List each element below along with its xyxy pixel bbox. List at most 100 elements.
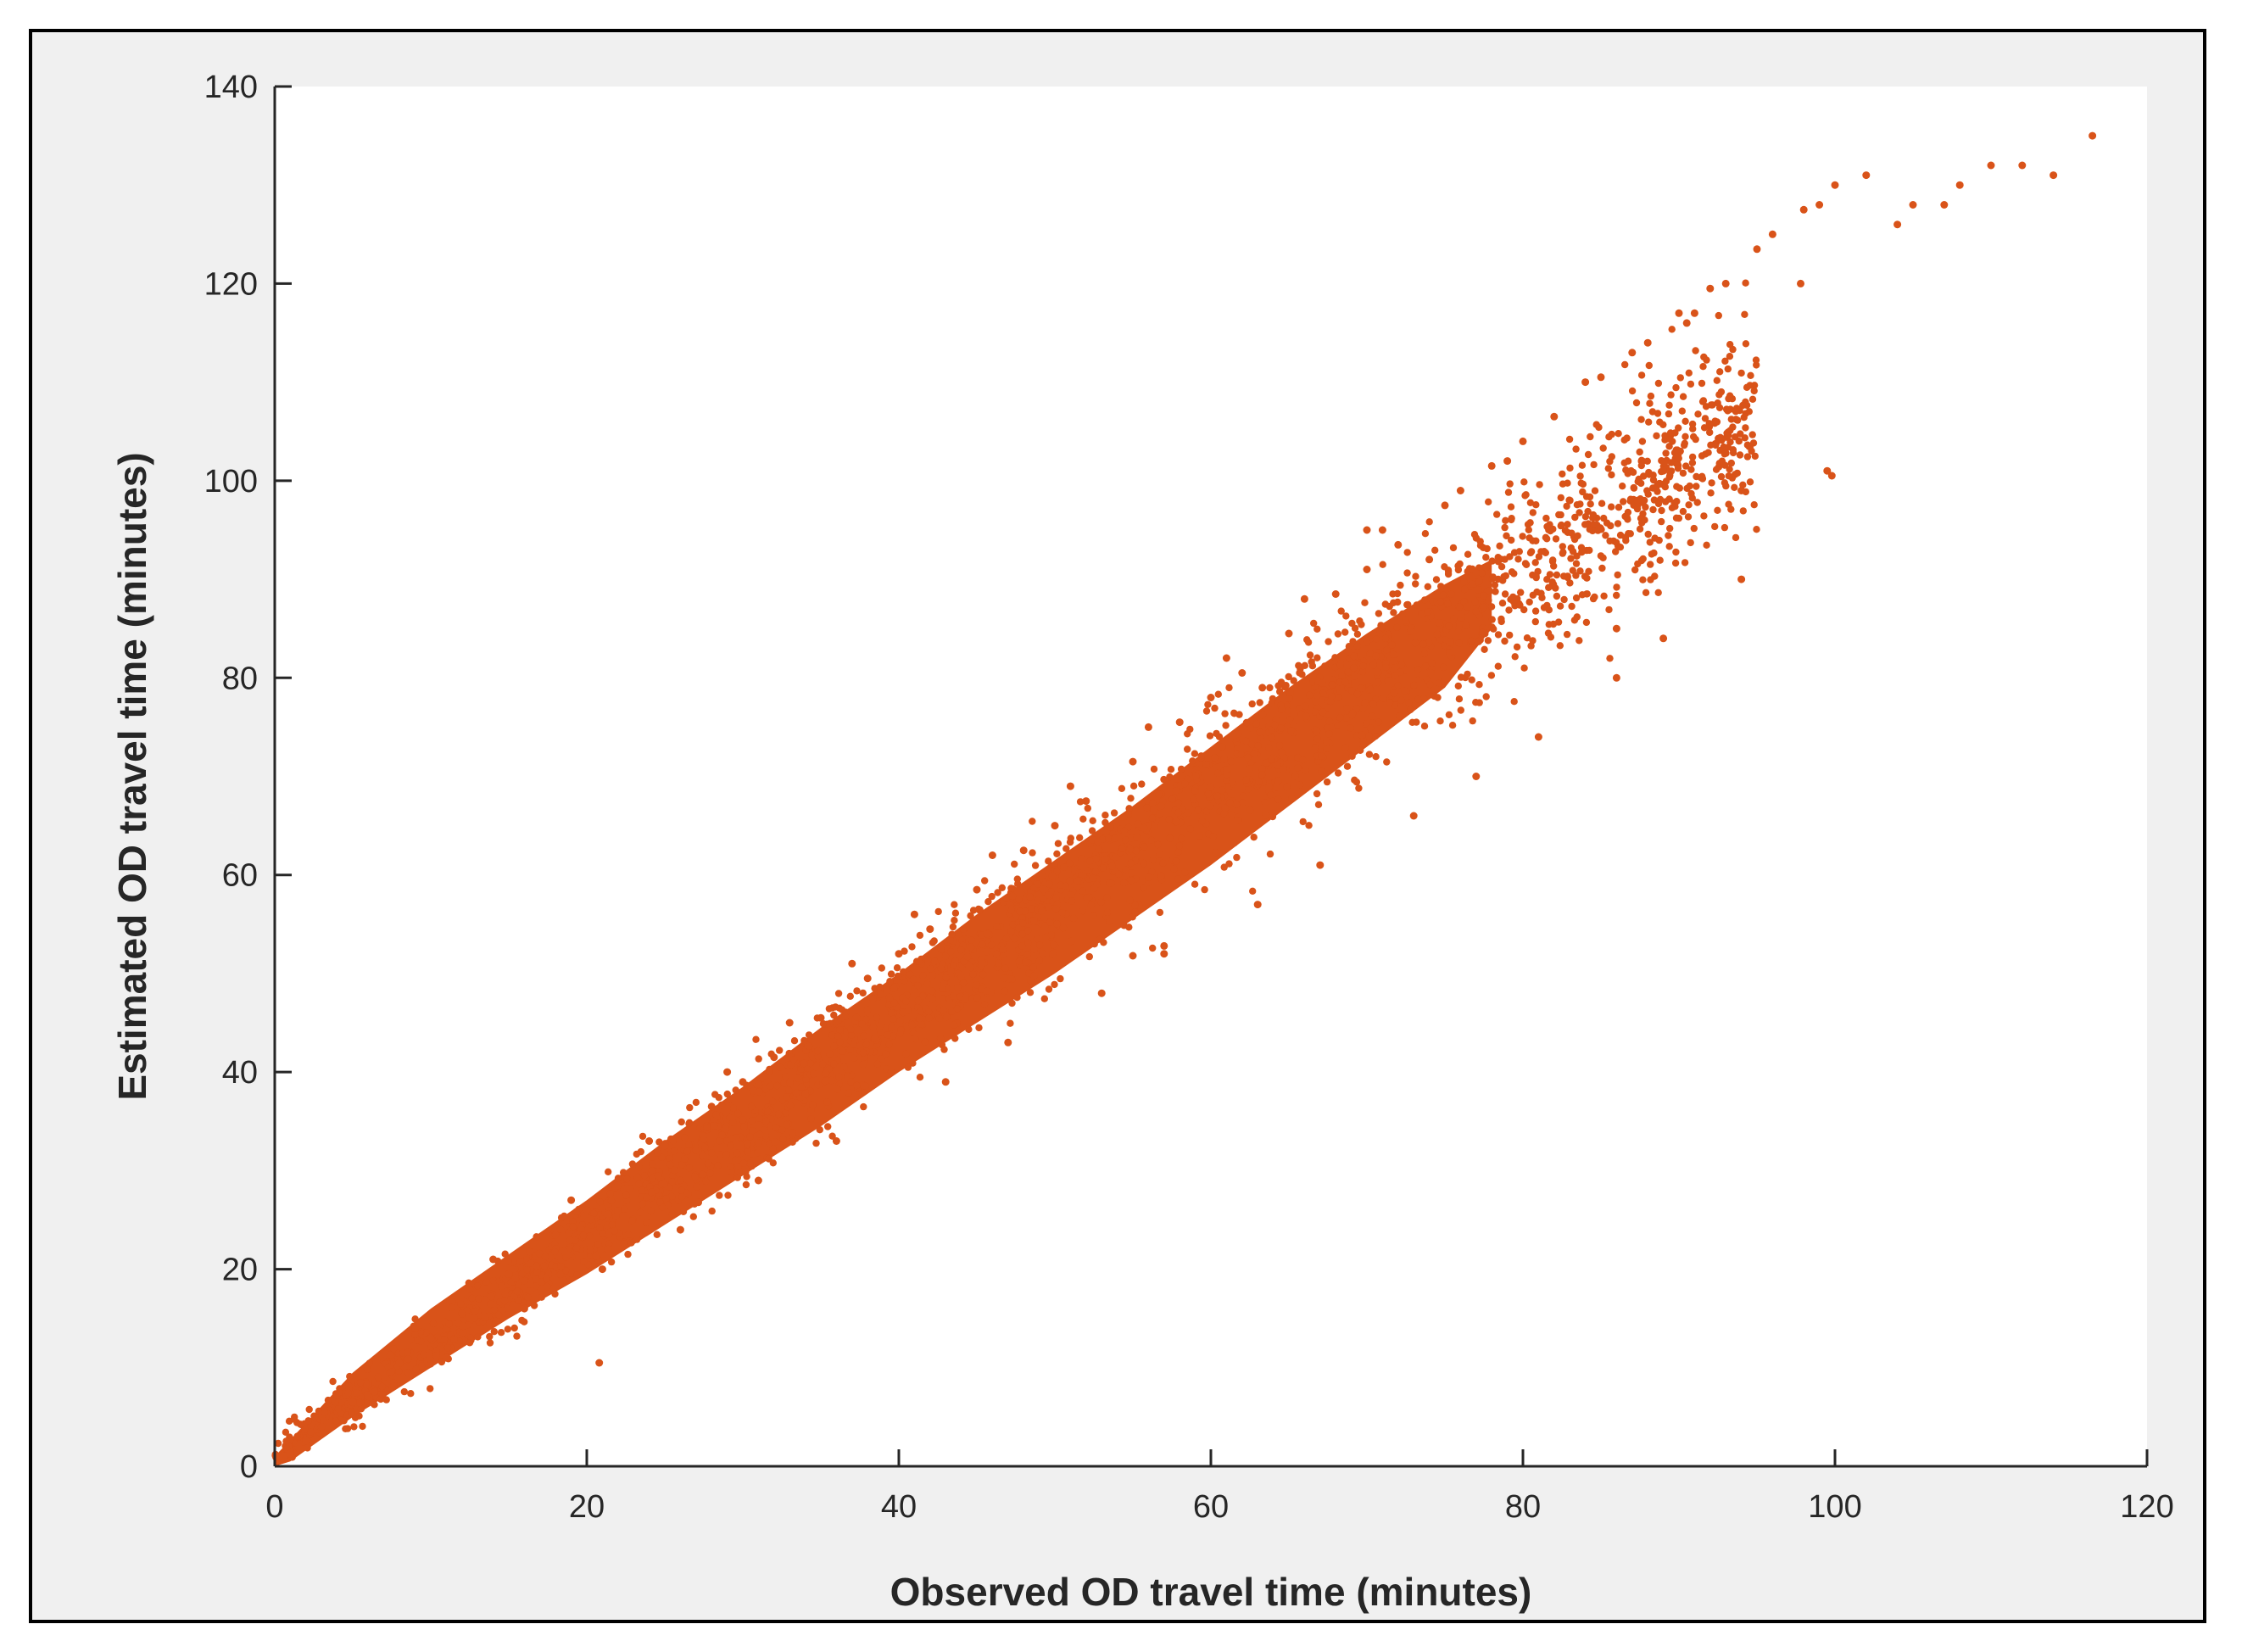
scatter-point xyxy=(1706,284,1715,293)
scatter-point xyxy=(895,950,903,958)
scatter-point xyxy=(1232,801,1241,808)
scatter-point xyxy=(612,1213,620,1220)
scatter-point xyxy=(1044,891,1052,899)
scatter-point xyxy=(878,964,886,972)
scatter-point xyxy=(1038,907,1046,915)
scatter-point xyxy=(1501,590,1509,598)
scatter-point xyxy=(1249,887,1257,896)
scatter-point xyxy=(490,1328,498,1336)
scatter-point xyxy=(1536,481,1543,488)
scatter-point xyxy=(1645,361,1654,370)
scatter-point xyxy=(1482,554,1490,561)
scatter-point xyxy=(1737,575,1746,583)
scatter-point xyxy=(1230,710,1238,717)
y-axis-title: Estimated OD travel time (minutes) xyxy=(110,452,154,1100)
scatter-point xyxy=(1127,795,1135,802)
scatter-point xyxy=(1699,397,1708,405)
scatter-point xyxy=(1688,494,1697,502)
scatter-point xyxy=(1621,360,1629,369)
scatter-point xyxy=(343,1425,352,1432)
scatter-point xyxy=(1694,410,1702,418)
scatter-point xyxy=(1405,699,1413,707)
scatter-point xyxy=(1715,391,1723,399)
scatter-point xyxy=(1643,457,1652,465)
scatter-point xyxy=(466,1339,474,1347)
scatter-point xyxy=(1506,480,1514,488)
scatter-point xyxy=(1266,850,1274,858)
scatter-point xyxy=(1456,603,1464,611)
scatter-point xyxy=(1425,555,1434,564)
scatter-point xyxy=(1397,656,1404,663)
scatter-point xyxy=(382,1396,390,1404)
scatter-point xyxy=(1132,847,1141,855)
scatter-point xyxy=(1101,856,1109,863)
scatter-point xyxy=(598,1265,606,1274)
scatter-point xyxy=(1220,755,1228,763)
scatter-point xyxy=(1586,526,1594,533)
scatter-point xyxy=(853,987,861,995)
scatter-point xyxy=(302,1437,310,1445)
scatter-point xyxy=(1582,493,1591,500)
scatter-point xyxy=(500,1297,509,1305)
scatter-point xyxy=(1613,583,1620,591)
scatter-point xyxy=(947,948,955,956)
scatter-point xyxy=(1336,660,1345,668)
scatter-point xyxy=(929,939,937,946)
scatter-point xyxy=(1336,714,1344,722)
scatter-point xyxy=(1514,555,1522,563)
scatter-point xyxy=(363,1365,371,1374)
scatter-point xyxy=(1707,441,1715,449)
scatter-point xyxy=(1633,496,1642,505)
scatter-point xyxy=(1665,543,1673,550)
scatter-point xyxy=(605,1240,613,1248)
scatter-point xyxy=(639,1200,646,1208)
scatter-point xyxy=(925,1014,933,1022)
scatter-point xyxy=(1642,503,1649,511)
scatter-point xyxy=(1725,394,1732,403)
scatter-point xyxy=(649,1160,656,1168)
scatter-point xyxy=(699,1170,706,1179)
scatter-point xyxy=(395,1367,403,1376)
scatter-point xyxy=(832,1003,839,1011)
scatter-point xyxy=(668,1178,676,1186)
scatter-point xyxy=(1111,853,1119,862)
scatter-point xyxy=(850,1041,857,1048)
scatter-point xyxy=(1245,784,1252,793)
scatter-point xyxy=(1138,780,1146,788)
scatter-point xyxy=(693,1183,700,1191)
scatter-point xyxy=(666,1154,674,1163)
scatter-point xyxy=(1290,677,1297,684)
scatter-point xyxy=(894,972,902,980)
scatter-point xyxy=(929,972,936,979)
scatter-point xyxy=(1378,526,1386,534)
scatter-point xyxy=(586,1232,594,1240)
scatter-point xyxy=(1529,509,1537,516)
scatter-point xyxy=(1110,809,1118,817)
scatter-point xyxy=(1177,765,1185,773)
scatter-point xyxy=(443,1344,452,1352)
scatter-point xyxy=(1739,507,1747,515)
scatter-point xyxy=(504,1326,511,1333)
scatter-point xyxy=(988,851,996,859)
scatter-point xyxy=(355,1398,364,1407)
scatter-point xyxy=(1157,802,1165,810)
scatter-point xyxy=(844,1073,851,1080)
scatter-point xyxy=(1587,433,1594,441)
scatter-point xyxy=(1464,603,1471,611)
scatter-point xyxy=(489,1255,498,1264)
scatter-point xyxy=(988,892,996,901)
scatter-point xyxy=(349,1398,357,1406)
scatter-point xyxy=(1413,718,1420,726)
scatter-point xyxy=(1053,850,1061,857)
scatter-point xyxy=(1592,421,1600,428)
scatter-point xyxy=(1389,650,1397,658)
scatter-point xyxy=(723,1068,732,1076)
scatter-point xyxy=(889,1032,897,1040)
scatter-point xyxy=(1421,596,1429,604)
scatter-point xyxy=(1256,699,1263,706)
scatter-point xyxy=(1672,383,1680,392)
scatter-point xyxy=(1457,673,1465,681)
scatter-point xyxy=(304,1444,311,1452)
scatter-point xyxy=(1319,679,1326,687)
scatter-point xyxy=(1379,561,1386,568)
